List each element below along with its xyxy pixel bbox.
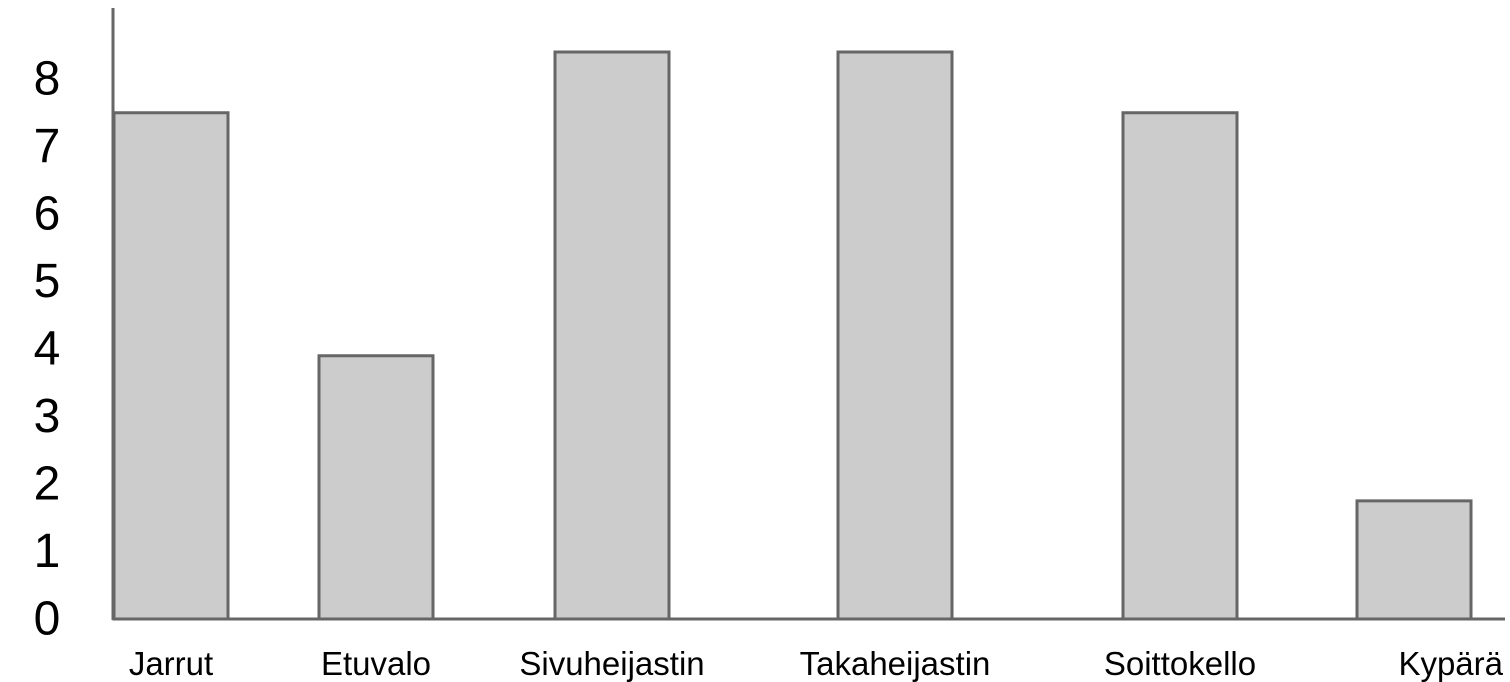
y-tick-label: 8 <box>34 53 61 106</box>
x-tick-label: Soittokello <box>1104 645 1256 682</box>
bar-kypärä <box>1355 499 1473 621</box>
y-tick-label: 3 <box>34 390 61 443</box>
x-tick-label: Etuvalo <box>321 645 431 682</box>
y-tick-label: 7 <box>34 120 61 173</box>
y-tick-label: 6 <box>34 188 61 241</box>
y-tick-label: 2 <box>34 458 61 511</box>
bar-etuvalo <box>317 354 435 621</box>
y-tick-label: 5 <box>34 255 61 308</box>
y-tick-label: 1 <box>34 525 61 578</box>
bar-soittokello <box>1121 111 1239 621</box>
bar-sivuheijastin <box>553 50 671 621</box>
x-tick-label: Kypärä <box>1398 645 1503 682</box>
x-tick-labels: Jarrut Etuvalo Sivuheijastin Takaheijastin S… <box>129 645 1504 682</box>
x-tick-label: Jarrut <box>129 645 213 682</box>
x-tick-label: Takaheijastin <box>800 645 991 682</box>
x-tick-label: Sivuheijastin <box>519 645 704 682</box>
bars-layer <box>112 50 1473 621</box>
bar-jarrut <box>112 111 230 621</box>
y-tick-label: 0 <box>34 593 61 646</box>
axes-layer <box>111 8 1505 621</box>
y-tick-label: 4 <box>34 323 61 376</box>
y-tick-labels: 0 1 2 3 4 5 6 7 8 <box>34 53 61 646</box>
bar-takaheijastin <box>836 50 954 621</box>
